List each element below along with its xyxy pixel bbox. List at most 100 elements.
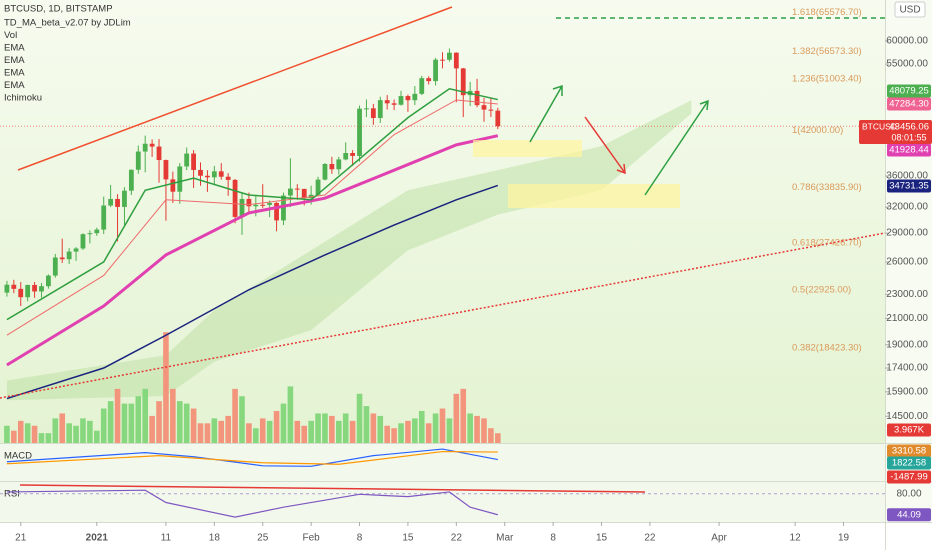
x-tick-label: 21 xyxy=(15,533,27,544)
candle-body xyxy=(4,284,10,293)
x-tick-label: 2021 xyxy=(86,533,109,544)
volume-bar xyxy=(418,411,425,443)
price-tag xyxy=(887,508,931,522)
price-tag-label: 3310.58 xyxy=(892,446,926,457)
indicator-label: EMA xyxy=(4,43,25,54)
candle-body xyxy=(232,179,238,217)
ema-line xyxy=(6,184,499,400)
x-tick-label: Apr xyxy=(711,533,727,544)
volume-bar xyxy=(495,433,501,443)
rsi-line xyxy=(6,489,498,518)
candle-body xyxy=(370,108,376,118)
volume-bar xyxy=(412,418,418,443)
arrow[interactable] xyxy=(644,99,709,196)
volume-bar xyxy=(31,425,38,443)
currency-box[interactable] xyxy=(894,1,926,18)
volume-bar xyxy=(301,425,308,443)
candle-body xyxy=(25,284,31,298)
arrow[interactable] xyxy=(529,84,563,143)
candle-body xyxy=(45,275,51,287)
ema-line xyxy=(6,134,499,367)
arrow[interactable] xyxy=(584,116,626,175)
candle-body xyxy=(322,164,328,180)
y-tick-label: 60000.00 xyxy=(886,36,928,47)
candle-body xyxy=(287,188,293,196)
candle-body xyxy=(440,59,445,61)
x-tick-label: 19 xyxy=(838,533,850,544)
rsi-trend-line[interactable] xyxy=(19,484,646,493)
x-tick-label: 25 xyxy=(257,533,269,544)
fib-label: 1(42000.00) xyxy=(792,125,843,136)
y-tick-label: 29000.00 xyxy=(886,228,928,239)
price-tag xyxy=(887,423,931,437)
price-tag xyxy=(887,456,931,470)
candle-body xyxy=(426,78,432,82)
candle-body xyxy=(191,153,196,170)
candle-body xyxy=(149,143,155,147)
candle-body xyxy=(391,103,397,105)
price-tag xyxy=(887,179,931,193)
candle-body xyxy=(59,257,65,260)
volume-bar xyxy=(59,413,66,443)
volume-bar xyxy=(93,430,100,443)
volume-bar xyxy=(114,388,121,443)
trend-line[interactable] xyxy=(17,6,453,171)
volume-bar xyxy=(128,403,135,443)
volume-bar xyxy=(259,418,266,443)
y-tick-label: 17400.00 xyxy=(886,363,928,374)
x-tick-label: 11 xyxy=(161,533,172,544)
x-tick-label: Mar xyxy=(496,533,514,544)
indicator-label: Ichimoku xyxy=(4,93,42,104)
y-tick-label: 14500.00 xyxy=(886,411,928,422)
price-tag-label: 41928.44 xyxy=(889,145,929,156)
volume-bar xyxy=(142,388,148,443)
zone[interactable] xyxy=(508,184,680,208)
y-tick-label: 26000.00 xyxy=(886,257,928,268)
macd-pane xyxy=(0,444,885,481)
volume-bar xyxy=(121,403,128,443)
volume-bar xyxy=(363,406,370,443)
volume-bar xyxy=(377,415,384,443)
volume-bar xyxy=(349,420,356,443)
x-tick-label: 18 xyxy=(209,533,221,544)
candle-body xyxy=(377,100,383,118)
countdown: 08:01:55 xyxy=(891,132,926,142)
volume-bar xyxy=(488,428,494,443)
candle-body xyxy=(453,52,459,69)
volume-bar xyxy=(253,428,259,443)
candle-body xyxy=(301,188,307,199)
volume-bar xyxy=(481,418,487,443)
candle-body xyxy=(115,198,120,207)
candle-body xyxy=(11,284,17,289)
volume-bar xyxy=(439,408,446,443)
y-tick-label: 15900.00 xyxy=(886,386,928,397)
price-tag-label: 44.09 xyxy=(897,509,921,520)
volume-bar xyxy=(204,423,211,443)
volume-bar xyxy=(38,433,45,443)
y-tick-label: 32000.00 xyxy=(886,202,928,213)
volume-bar xyxy=(266,420,273,443)
fib-label: 0.618(27426.70) xyxy=(792,237,862,248)
candle-body xyxy=(488,109,494,111)
volume-bar xyxy=(4,425,10,443)
candle-body xyxy=(253,204,259,207)
candle-body xyxy=(108,198,114,206)
macd-line xyxy=(6,448,498,467)
candle-body xyxy=(474,90,480,106)
zone[interactable] xyxy=(473,140,582,157)
candle-body xyxy=(343,153,349,160)
volume-bar xyxy=(149,415,155,443)
candle-body xyxy=(419,78,425,94)
candle-body xyxy=(142,143,148,152)
price-tag xyxy=(887,444,931,458)
volume-bar xyxy=(170,388,176,443)
volume-bar xyxy=(446,418,453,443)
price-tag xyxy=(887,84,931,98)
pane-title: RSI xyxy=(4,489,20,500)
candle-body xyxy=(239,198,245,217)
candle-body xyxy=(39,286,44,292)
volume-bar xyxy=(66,423,72,443)
volume-bar xyxy=(73,425,79,443)
candle-body xyxy=(315,179,321,195)
candle-body xyxy=(87,233,93,235)
